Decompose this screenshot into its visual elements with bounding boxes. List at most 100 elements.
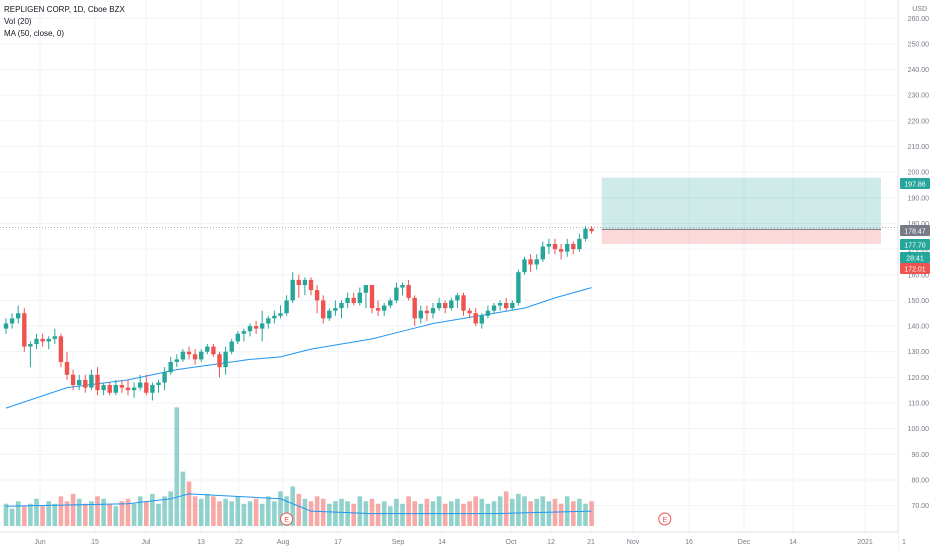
volume-bar [546,501,552,526]
candle-body [522,259,527,273]
x-tick-label: 1 [902,539,906,546]
candle-body [223,351,228,368]
volume-bar [357,496,363,526]
candle [504,297,509,311]
y-tick-label: 220.00 [908,118,930,125]
candle [70,369,76,391]
candle [107,382,112,396]
candle [363,285,369,309]
candle [449,297,454,311]
candle [284,295,289,316]
candle [308,277,314,296]
volume-bar [174,407,180,526]
candle-body [400,285,405,288]
candle [95,367,100,396]
candle-body [77,379,82,386]
candle [3,318,9,334]
volume-ma-line [5,493,592,515]
volume-bar [101,498,106,526]
candle [205,344,210,355]
candle [144,374,149,396]
candle [34,333,39,350]
legend-ma[interactable]: MA (50, close, 0) [4,29,65,38]
candle [58,333,64,368]
y-tick-label: 120.00 [908,375,930,382]
candle [9,313,15,329]
volume-bars [3,407,594,526]
volume-bar [15,501,21,526]
volume-bar [186,481,192,526]
candle-body [253,326,259,329]
candle [180,349,186,362]
x-tick-label: Jul [142,539,151,546]
candle [540,241,545,262]
candle-body [510,302,515,309]
x-tick-label: 15 [91,539,99,546]
candle [272,310,277,324]
y-tick-label: 250.00 [908,41,930,48]
candle-body [272,315,277,319]
candle-body [89,374,94,388]
price-tag-label: 28:41 [906,256,924,263]
volume-bar [290,486,295,526]
volume-bar [296,493,302,526]
volume-bar [28,503,33,526]
candle [558,243,564,260]
volume-bar [247,501,253,526]
candle-body [583,228,588,239]
x-tick-label: Jun [34,539,45,546]
x-tick-label: Oct [506,539,517,546]
candle [241,328,247,342]
candle-body [339,302,344,309]
candle [16,305,21,324]
candle [394,282,399,303]
candle-body [3,323,9,329]
candle [571,241,576,255]
volume-bar [369,498,375,526]
candle-body [16,313,21,319]
candle-body [552,243,558,250]
candle [430,302,436,319]
candle-body [296,279,301,286]
price-tag-label: 177.70 [904,243,926,250]
candle-body [28,344,33,347]
candle [296,274,301,298]
candle [565,238,570,257]
volume-bar [217,501,222,526]
y-tick-label: 180.00 [908,221,930,228]
volume-bar [113,506,119,526]
candle-body [394,287,399,301]
candle [83,374,88,393]
volume-bar [320,498,326,526]
y-tick-label: 230.00 [908,93,930,100]
candle [552,238,558,255]
volume-bar [394,498,399,526]
candle [52,328,57,345]
volume-bar [564,496,570,526]
volume-bar [3,503,9,526]
candle-body [357,292,362,303]
candle-body [180,351,186,360]
volume-bar [259,503,265,526]
candle [436,297,442,311]
candle [150,382,155,401]
earnings-marker-label: E [662,517,667,524]
volume-bar [211,496,216,526]
candle [479,313,484,329]
candle-body [558,249,564,252]
y-tick-label: 70.00 [911,503,929,510]
x-tick-label: Sep [392,539,405,546]
volume-bar [308,501,314,526]
candle [260,310,265,342]
candle [162,367,167,391]
candle [229,338,234,355]
candle-body [436,302,442,309]
legend-volume[interactable]: Vol (20) [4,17,32,26]
legend-symbol[interactable]: REPLIGEN CORP, 1D, Cboe BZX [4,5,125,14]
volume-bar [406,496,411,526]
candle [22,308,27,352]
candle [125,379,131,396]
candle [174,354,179,368]
candle [168,356,173,375]
